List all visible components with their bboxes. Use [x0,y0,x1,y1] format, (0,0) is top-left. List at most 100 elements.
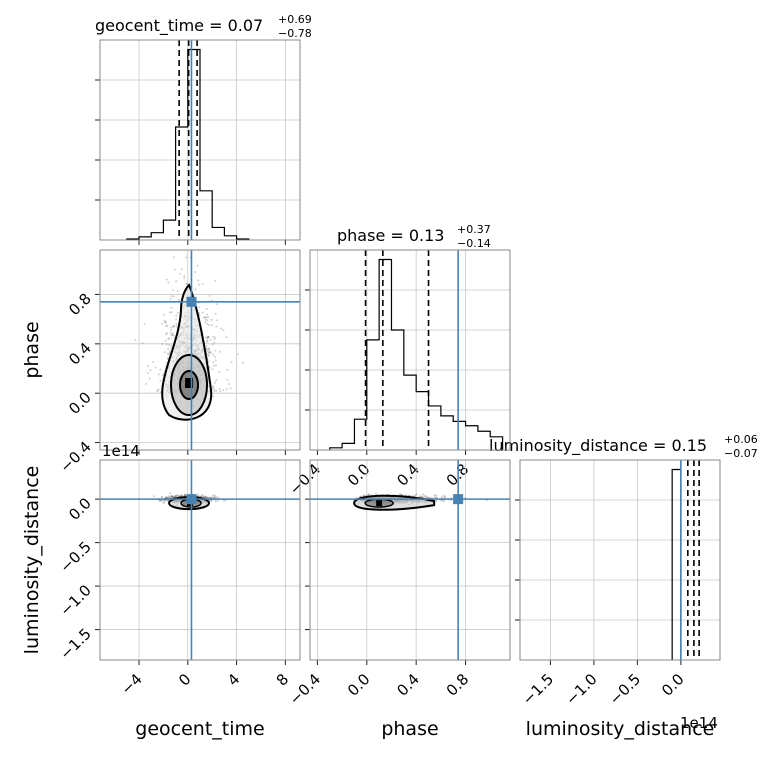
sample-point [170,306,173,309]
sample-point [212,494,215,497]
sample-point [177,494,179,497]
sample-point [216,319,218,322]
sample-point [163,320,166,323]
sample-point [158,499,161,502]
sample-point [211,324,214,327]
sample-point [167,337,170,340]
title-luminosity-distance: luminosity_distance = 0.15 +0.06 −0.07 [489,433,758,460]
sample-point [165,496,168,499]
sample-point [171,332,174,334]
sample-point [210,351,213,354]
sample-point [202,495,204,497]
sample-point [148,377,151,380]
sample-point [170,311,173,314]
sample-point [180,268,183,271]
y-axis-label-phase: phase [21,321,43,378]
y-tick-label: −0.4 [56,438,94,476]
sample-point [141,342,144,345]
sample-point [435,500,438,503]
sample-point [212,385,215,388]
panel-phase-histogram: −0.4 0.0 0.4 0.8 [286,249,511,499]
sample-point [180,494,183,496]
sample-point [166,324,169,327]
sample-point [226,368,229,371]
panel-frame [99,249,301,451]
sample-point [208,351,211,354]
sample-point [237,353,239,356]
histogram-geocent_time [126,48,250,240]
panel-frame [309,459,511,661]
sample-point [421,495,423,498]
sample-point [223,499,225,502]
panel-geocent-time-histogram [95,39,301,245]
sample-point [163,351,166,354]
sample-point [197,279,200,282]
sample-point [207,336,210,339]
sample-point [201,493,204,496]
sample-point [165,325,168,328]
panel-frame [99,39,301,241]
sample-point [143,323,146,326]
sample-point [215,496,218,499]
sample-point [428,496,431,499]
sample-point [164,321,167,324]
sample-point [177,298,180,301]
title-luminosity-distance-label: luminosity_distance = 0.15 [489,436,707,456]
sample-point [203,496,206,499]
sample-point [165,496,168,499]
sample-point [214,500,217,503]
sample-point [367,493,370,496]
sample-point [217,496,220,499]
sample-point [169,492,172,495]
sample-point [205,307,208,310]
sample-point [159,499,162,502]
y-tick-label: −0.5 [56,538,94,576]
x-tick-label: 4 [224,670,243,689]
sample-point [176,290,179,292]
sample-point [214,495,217,498]
sample-point [175,494,178,497]
sample-point [160,499,163,502]
sample-point [167,347,170,350]
sample-point [208,349,211,352]
y-tick-label: 0.8 [65,290,95,320]
sample-point [164,499,166,502]
sample-point [208,351,211,354]
x-tick-label: −0.4 [286,460,324,498]
sample-point [225,336,228,339]
sample-point [220,327,223,330]
sample-point [374,492,377,495]
sample-point [205,345,208,348]
sample-point [170,495,173,498]
sample-point [172,496,175,499]
sample-point [204,495,207,498]
sample-point [168,350,171,353]
sample-point [214,349,217,352]
sample-point [218,370,221,373]
truth-marker [453,494,464,505]
title-luminosity-distance-minus: −0.07 [724,447,758,460]
sample-point [164,496,167,499]
sample-point [226,379,229,381]
sample-point [170,495,173,497]
sample-point [201,496,204,499]
truth-marker [186,494,197,505]
sample-point [229,387,232,390]
sample-point [147,365,149,367]
sample-point [164,320,167,323]
sample-point [420,495,423,498]
title-phase-label: phase = 0.13 [337,226,444,245]
sample-point [199,495,202,498]
sample-point [215,389,218,392]
sample-point [208,352,211,354]
sample-point [160,495,163,498]
sample-point [214,279,217,282]
sample-point [207,496,209,499]
density-peak [376,500,383,507]
sample-point [174,495,177,498]
sample-point [171,334,174,337]
title-phase-plus: +0.37 [457,223,491,236]
x-offset-label-luminosity-distance: 1e14 [680,714,718,732]
y-tick-label: 0.0 [65,388,95,418]
sample-point [208,347,211,350]
